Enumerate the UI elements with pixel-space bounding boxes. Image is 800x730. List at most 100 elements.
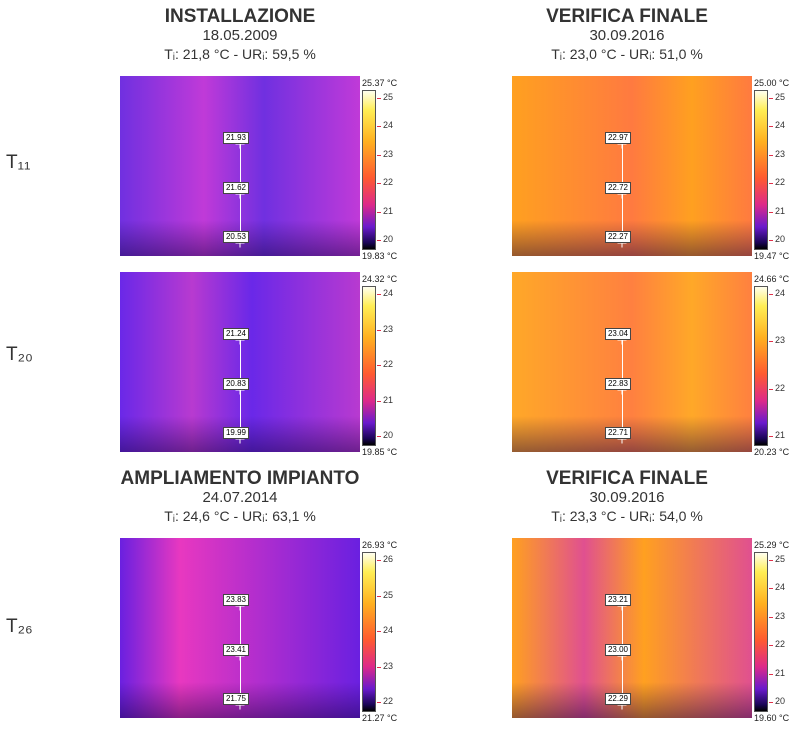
measure-point-marker (617, 139, 627, 149)
scale-tick (377, 240, 381, 241)
color-scale-bar (362, 90, 376, 250)
scale-tick-label: 24 (775, 120, 786, 131)
measure-point-label: 22.83 (604, 378, 632, 390)
scale-tick (377, 400, 381, 402)
thermogram-t26-ampliamento: 26.93 °C 21.27 °C 26 25 24 23 22 23.83 23.41 21.7… (120, 538, 420, 728)
scale-tick-label: 21 (775, 430, 786, 440)
scale-tick (769, 294, 773, 295)
scale-tick (377, 666, 381, 668)
scale-tick-label: 22 (383, 359, 394, 369)
color-scale-bar (754, 286, 768, 446)
color-scale-bar (754, 90, 768, 250)
scale-tick (769, 616, 773, 618)
scale-tick (769, 702, 773, 703)
scale-max-label: 24.66 °C (754, 274, 790, 284)
header-title: INSTALLAZIONE (164, 6, 316, 27)
scale-tick (377, 631, 381, 632)
scale-tick-label: 22 (775, 382, 786, 393)
measure-point-label: 22.27 (604, 231, 632, 243)
measure-point-label: 22.71 (604, 427, 632, 439)
scale-tick (377, 126, 381, 128)
thermogram-t20-verifica: 24.66 °C 20.23 °C 24 23 22 21 23.04 22.83 22.71 (512, 272, 800, 462)
measure-point-marker (235, 434, 245, 444)
scale-tick-label: 23 (383, 660, 394, 671)
measure-point-marker (617, 385, 627, 395)
scale-max-label: 26.93 °C (362, 540, 398, 550)
thermogram-t26-verifica: 25.29 °C 19.60 °C 25 24 23 22 21 20 23.21 23.00 22… (512, 538, 800, 728)
scale-tick (769, 645, 773, 647)
measure-point-label: 21.62 (222, 182, 250, 194)
measure-point-marker (235, 139, 245, 149)
scale-min-label: 20.23 °C (754, 447, 790, 457)
measure-point-marker (235, 601, 245, 611)
scale-tick (769, 560, 773, 561)
header-ampliamento: AMPLIAMENTO IMPIANTO 24.07.2014 Tᵢ: 24,6… (90, 468, 390, 525)
header-date: 30.09.2016 (589, 27, 665, 44)
measure-point-marker (235, 189, 245, 199)
measure-point-label: 23.41 (222, 644, 250, 656)
header-conditions: Tᵢ: 21,8 °C - URᵢ: 59,5 % (164, 46, 316, 62)
scale-tick-label: 24 (383, 625, 394, 635)
header-title: AMPLIAMENTO IMPIANTO (120, 468, 360, 489)
header-date: 30.09.2016 (589, 489, 665, 506)
scale-tick-label: 21 (775, 205, 786, 216)
scale-tick (377, 329, 381, 331)
measure-point-marker (617, 335, 627, 345)
scale-tick-label: 26 (383, 554, 394, 564)
scale-tick-label: 20 (775, 234, 786, 244)
header-installazione: INSTALLAZIONE 18.05.2009 Tᵢ: 21,8 °C - U… (90, 6, 390, 63)
measure-point-marker (617, 189, 627, 199)
scale-tick (377, 294, 381, 295)
measure-point-label: 21.93 (222, 132, 250, 144)
scale-tick-label: 21 (383, 394, 394, 405)
scale-max-label: 25.00 °C (754, 78, 790, 88)
scale-tick-label: 23 (775, 148, 786, 159)
scale-max-label: 25.29 °C (754, 540, 790, 550)
scale-tick-label: 23 (383, 148, 394, 159)
measure-point-marker (235, 335, 245, 345)
scale-tick-label: 24 (775, 288, 786, 298)
measure-point-marker (235, 700, 245, 710)
measure-point-marker (617, 651, 627, 661)
measure-point-label: 21.75 (222, 693, 250, 705)
scale-min-label: 19.85 °C (362, 447, 398, 457)
scale-tick (769, 388, 773, 390)
scale-tick (377, 98, 381, 99)
scale-tick-label: 24 (775, 582, 786, 593)
measure-point-label: 22.29 (604, 693, 632, 705)
measure-point-label: 22.72 (604, 182, 632, 194)
thermal-image (512, 272, 752, 452)
scale-tick-label: 20 (383, 234, 394, 244)
scale-tick (377, 183, 381, 185)
scale-tick-label: 22 (383, 696, 394, 706)
scale-min-label: 19.60 °C (754, 713, 790, 723)
scale-tick-label: 25 (383, 92, 394, 102)
scale-tick (377, 365, 381, 366)
thermogram-t11-installazione: 25.37 °C 19.83 °C 25 24 23 22 21 20 21.93 21.62 20… (120, 76, 420, 266)
scale-tick-label: 22 (775, 177, 786, 188)
measure-point-label: 20.83 (222, 378, 250, 390)
scale-tick (377, 436, 381, 437)
scale-min-label: 21.27 °C (362, 713, 398, 723)
scale-tick (769, 126, 773, 128)
header-title: VERIFICA FINALE (546, 468, 708, 489)
scale-tick-label: 25 (383, 589, 394, 600)
scale-tick-label: 24 (383, 288, 394, 298)
scale-tick (377, 595, 381, 597)
measure-point-label: 23.21 (604, 594, 632, 606)
header-date: 24.07.2014 (202, 489, 278, 506)
scale-tick (769, 154, 773, 156)
measure-point-label: 23.83 (222, 594, 250, 606)
thermal-image (512, 538, 752, 718)
scale-min-label: 19.47 °C (754, 251, 790, 261)
measure-point-label: 23.00 (604, 644, 632, 656)
color-scale-bar (754, 552, 768, 712)
header-conditions: Tᵢ: 23,3 °C - URᵢ: 54,0 % (551, 508, 703, 524)
scale-tick (769, 240, 773, 241)
scale-tick-label: 23 (775, 335, 786, 346)
thermogram-t20-installazione: 24.32 °C 19.85 °C 24 23 22 21 20 21.24 20.83 19.9… (120, 272, 420, 462)
scale-max-label: 24.32 °C (362, 274, 398, 284)
scale-tick (769, 341, 773, 343)
measure-point-label: 22.97 (604, 132, 632, 144)
thermogram-t11-verifica: 25.00 °C 19.47 °C 25 24 23 22 21 20 22.97 22.72 22… (512, 76, 800, 266)
